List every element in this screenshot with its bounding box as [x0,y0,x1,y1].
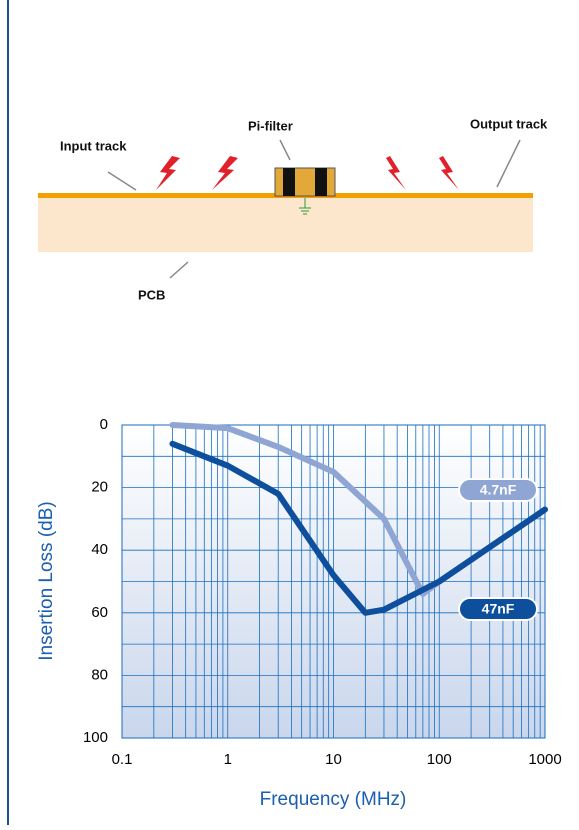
pi-filter [274,167,336,215]
y-tick-label: 40 [91,541,108,558]
label: Input track [60,138,127,153]
legend-label: 47nF [482,601,515,617]
label: Output track [470,116,548,131]
label: Pi-filter [248,118,293,133]
label: PCB [138,287,165,302]
pointers [107,139,521,279]
series-line [169,440,548,616]
y-tick-label: 100 [83,729,108,746]
interference-icons [156,156,459,190]
x-tick-label: 10 [325,751,342,768]
y-tick-label: 20 [91,479,108,496]
legend-label: 4.7nF [480,482,517,498]
y-tick-label: 0 [100,416,108,433]
x-tick-label: 1 [224,751,232,768]
y-tick-label: 60 [91,604,108,621]
legend-pill [458,597,538,621]
pcb [38,198,533,252]
y-tick-label: 80 [91,666,108,683]
x-tick-label: 1000 [528,751,561,768]
x-tick-label: 0.1 [112,751,133,768]
x-axis-title: Frequency (MHz) [260,789,407,810]
legend-pill [458,478,538,502]
y-axis-title: Insertion Loss (dB) [36,501,57,660]
x-tick-label: 100 [427,751,452,768]
